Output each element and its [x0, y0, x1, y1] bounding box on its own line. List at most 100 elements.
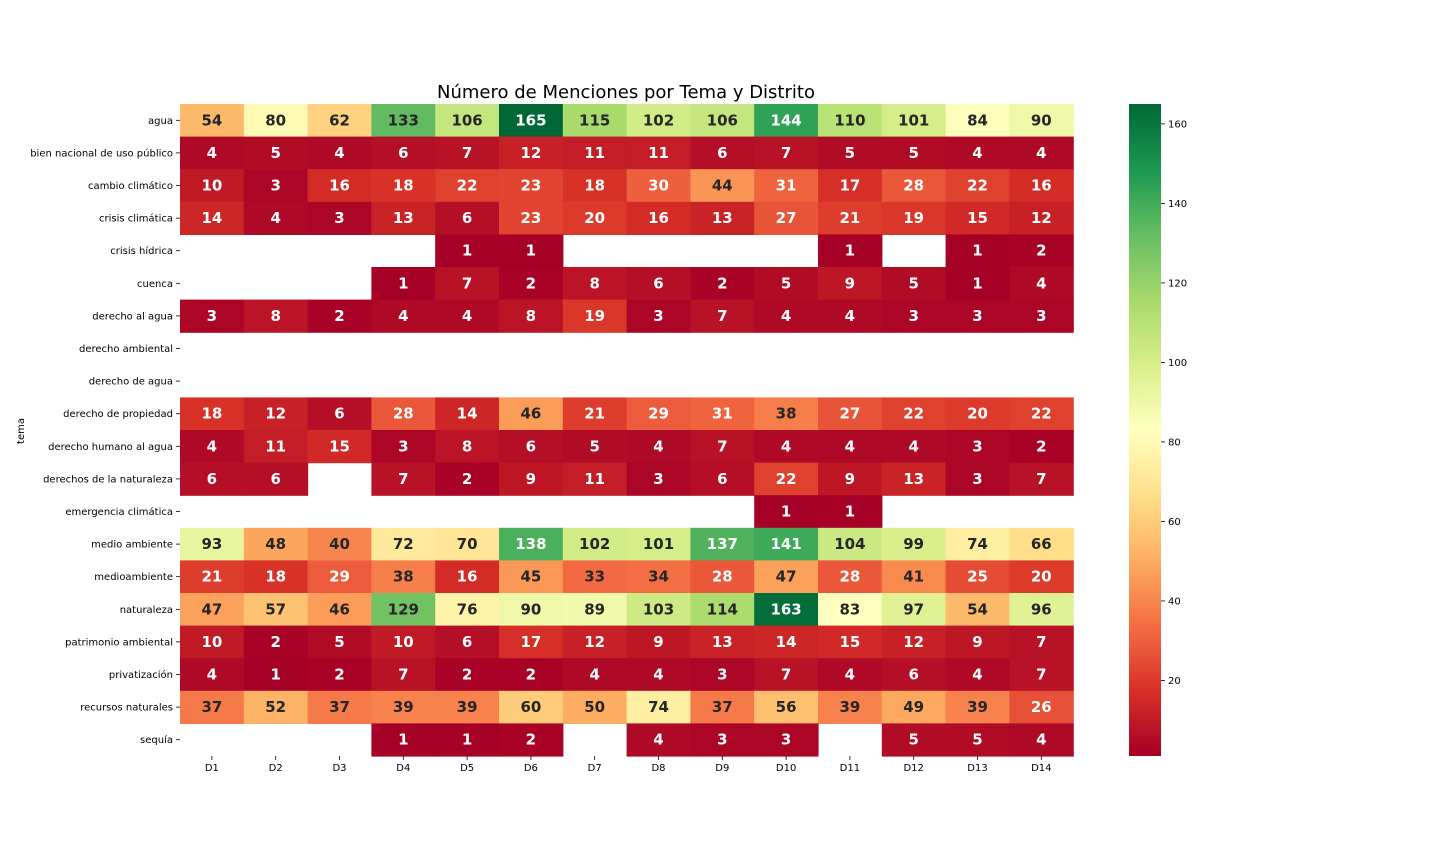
- cell-value-label: 165: [515, 111, 546, 129]
- cell-value-label: 102: [643, 111, 674, 129]
- cell-value-label: 2: [526, 731, 536, 749]
- x-tick-label: D11: [840, 763, 860, 774]
- heatmap-cell: [1009, 658, 1074, 692]
- heatmap-cell: [626, 299, 691, 333]
- heatmap-cell: [945, 658, 1010, 692]
- heatmap-cell: [180, 593, 245, 627]
- cell-value-label: 7: [462, 274, 472, 292]
- heatmap-cell: [818, 625, 883, 659]
- cell-value-label: 1: [462, 242, 472, 260]
- cell-value-label: 23: [520, 177, 541, 195]
- heatmap-cell: [690, 169, 755, 203]
- heatmap-cell: [945, 560, 1010, 594]
- heatmap-cell: [371, 658, 436, 692]
- heatmap-cell: [881, 690, 947, 724]
- heatmap-cell: [754, 201, 819, 235]
- heatmap-cell: [180, 397, 245, 431]
- cell-value-label: 16: [329, 177, 350, 195]
- heatmap-cell: [243, 397, 309, 431]
- heatmap-cell: [690, 397, 755, 431]
- cell-value-label: 52: [265, 698, 286, 716]
- heatmap-cell: [754, 136, 819, 170]
- heatmap-cell: [499, 560, 564, 594]
- heatmap-cell: [180, 462, 245, 496]
- heatmap-cell: [818, 527, 883, 561]
- heatmap-cell: [562, 169, 628, 203]
- heatmap-cell: [307, 527, 372, 561]
- cell-value-label: 19: [903, 209, 924, 227]
- chart-title: Número de Menciones por Tema y Distrito: [437, 82, 815, 103]
- heatmap-cell: [307, 299, 372, 333]
- heatmap-cell: [180, 690, 245, 724]
- heatmap-cell: [690, 593, 755, 627]
- heatmap-cell: [1009, 690, 1074, 724]
- heatmap-cell: [562, 690, 628, 724]
- heatmap-cell: [690, 723, 755, 757]
- cell-value-label: 11: [265, 437, 286, 455]
- y-tick-label: derecho humano al agua: [48, 442, 173, 453]
- heatmap-cell: [243, 104, 309, 138]
- cell-value-label: 4: [972, 144, 982, 162]
- cell-value-label: 6: [717, 470, 727, 488]
- cell-value-label: 28: [903, 177, 924, 195]
- heatmap-cell: [499, 658, 564, 692]
- cell-value-label: 22: [967, 177, 988, 195]
- heatmap-cell: [499, 625, 564, 659]
- heatmap-cell: [945, 299, 1010, 333]
- heatmap-cell: [945, 234, 1010, 268]
- x-tick-label: D10: [776, 763, 796, 774]
- cell-value-label: 29: [648, 405, 669, 423]
- heatmap-cell: [180, 658, 245, 692]
- heatmap-cell: [754, 593, 819, 627]
- heatmap-cell: [690, 690, 755, 724]
- cell-value-label: 28: [393, 405, 414, 423]
- x-tick-label: D4: [396, 763, 410, 774]
- cell-value-label: 12: [903, 633, 924, 651]
- heatmap-cell: [881, 462, 947, 496]
- cell-value-label: 4: [781, 437, 791, 455]
- y-tick-label: sequía: [140, 734, 173, 746]
- cell-value-label: 33: [584, 568, 605, 586]
- cell-value-label: 4: [1036, 274, 1046, 292]
- heatmap-cell: [626, 560, 691, 594]
- y-tick-label: patrimonio ambiental: [65, 637, 173, 648]
- heatmap-cell: [243, 690, 309, 724]
- cell-value-label: 19: [584, 307, 605, 325]
- cell-value-label: 39: [457, 698, 478, 716]
- cell-value-label: 45: [520, 568, 541, 586]
- cell-value-label: 66: [1031, 535, 1052, 553]
- heatmap-cell: [754, 169, 819, 203]
- cell-value-label: 138: [515, 535, 546, 553]
- cell-value-label: 6: [908, 666, 918, 684]
- cell-value-label: 5: [845, 144, 855, 162]
- cell-value-label: 20: [967, 405, 988, 423]
- heatmap-cell: [818, 267, 883, 301]
- x-tick-label: D14: [1031, 763, 1051, 774]
- cell-value-label: 89: [584, 600, 605, 618]
- x-tick-label: D7: [588, 763, 602, 774]
- colorbar-tick-label: 80: [1168, 437, 1181, 448]
- x-tick-label: D1: [205, 763, 219, 774]
- cell-value-label: 2: [717, 274, 727, 292]
- cell-value-label: 4: [207, 144, 217, 162]
- cell-value-label: 3: [972, 437, 982, 455]
- cell-value-label: 5: [589, 437, 599, 455]
- cell-value-label: 60: [520, 698, 541, 716]
- heatmap-cell: [945, 169, 1010, 203]
- cell-value-label: 96: [1031, 600, 1052, 618]
- heatmap-cell: [371, 527, 436, 561]
- cell-value-label: 27: [839, 405, 860, 423]
- heatmap-cell: [180, 430, 245, 464]
- heatmap-cell: [435, 690, 500, 724]
- y-tick-labels: agua bien nacional de uso público cambio c…: [30, 116, 180, 746]
- heatmap-cell: [626, 397, 691, 431]
- y-tick-label: derecho de propiedad: [63, 409, 173, 420]
- heatmap-cell: [371, 462, 436, 496]
- cell-value-label: 6: [462, 633, 472, 651]
- heatmap-cell: [562, 658, 628, 692]
- heatmap-cell: [180, 201, 245, 235]
- heatmap-cell: [243, 201, 309, 235]
- heatmap-cell: [499, 267, 564, 301]
- heatmap-cell: [1009, 462, 1074, 496]
- heatmap-cell: [818, 136, 883, 170]
